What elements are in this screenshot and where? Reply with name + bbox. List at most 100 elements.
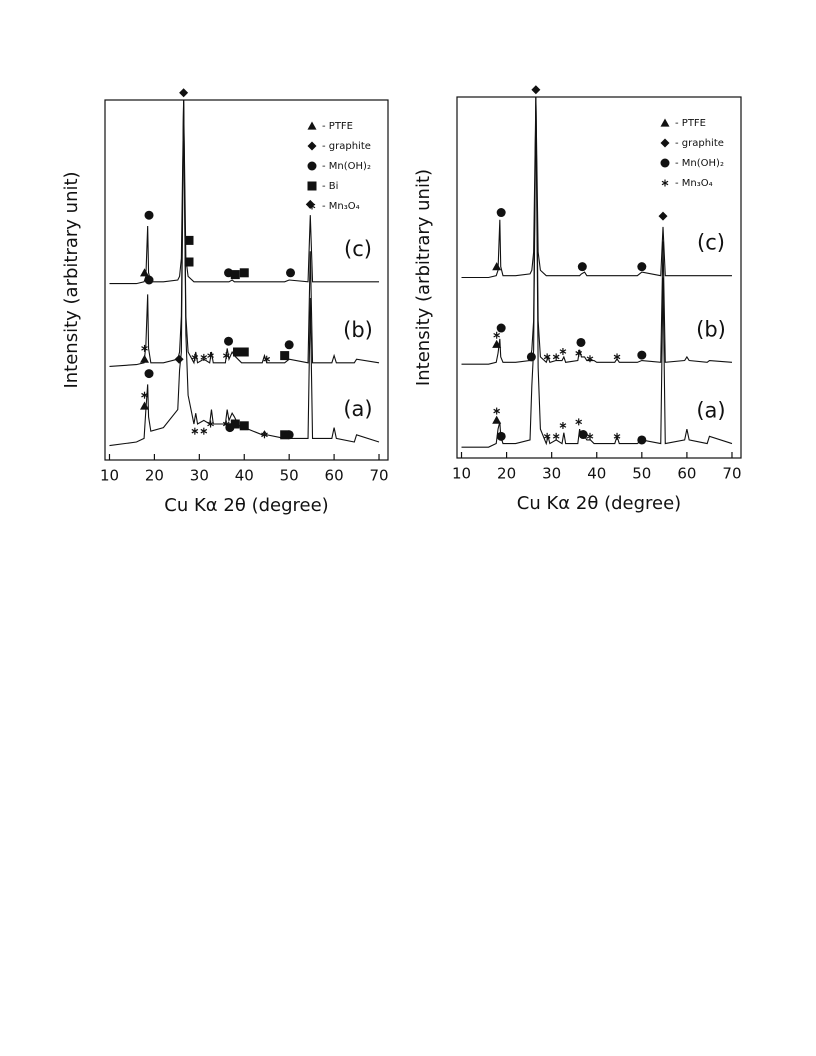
marker-circle <box>144 369 154 379</box>
marker-circle <box>284 340 294 350</box>
star-stroke <box>308 203 316 209</box>
star-stroke <box>200 355 208 360</box>
star-stroke <box>222 421 230 427</box>
marker-star <box>493 331 501 339</box>
trace-label: (a) <box>696 399 725 423</box>
marker-star <box>586 432 594 440</box>
marker-square <box>230 270 240 280</box>
marker-circle <box>637 262 647 272</box>
marker-star <box>141 344 148 352</box>
plot-frame <box>456 96 742 459</box>
x-tick-label: 40 <box>587 465 606 483</box>
x-tick-label: 10 <box>452 465 471 483</box>
marker-star <box>493 407 501 415</box>
star-stroke <box>552 354 560 360</box>
marker-diamond <box>531 85 541 95</box>
marker-square <box>184 235 194 245</box>
marker-circle <box>284 430 294 440</box>
legend-symbol <box>660 138 670 148</box>
marker-star <box>613 432 621 440</box>
trace-label: (b) <box>343 318 373 342</box>
x-tick-label: 50 <box>280 467 299 485</box>
marker-star <box>559 348 567 356</box>
star-stroke <box>263 356 271 362</box>
star-stroke <box>200 428 208 434</box>
x-axis-label: Cu Kα 2θ (degree) <box>164 495 328 516</box>
x-tick-label: 30 <box>542 465 561 483</box>
marker-triangle <box>140 354 150 363</box>
marker-square <box>233 347 243 357</box>
marker-star <box>141 391 148 399</box>
marker-star <box>586 355 594 363</box>
trace <box>461 96 733 365</box>
trace-label: (b) <box>696 317 726 341</box>
legend-symbol <box>307 121 317 130</box>
marker-triangle <box>492 339 502 348</box>
star-stroke <box>207 421 214 427</box>
marker-circle <box>496 208 506 218</box>
x-tick-label: 50 <box>632 465 651 483</box>
marker-star <box>575 349 583 357</box>
marker-star <box>613 353 621 361</box>
star-stroke <box>613 434 621 439</box>
marker-diamond <box>658 211 668 221</box>
legend-label: - PTFE <box>675 118 706 129</box>
marker-star <box>207 352 214 360</box>
star-stroke <box>191 428 199 434</box>
star-stroke <box>586 356 594 361</box>
marker-star <box>543 432 551 440</box>
marker-circle <box>577 262 587 272</box>
star-stroke <box>575 351 583 356</box>
marker-star <box>543 353 551 361</box>
marker-star <box>222 352 230 360</box>
marker-circle <box>637 350 647 360</box>
legend-label: - Mn(OH)₂ <box>322 161 371 172</box>
marker-triangle <box>492 415 502 424</box>
star-stroke <box>559 349 567 354</box>
star-stroke <box>586 434 594 439</box>
marker-circle <box>637 435 647 445</box>
star-stroke <box>141 392 148 398</box>
x-tick-label: 20 <box>145 467 164 485</box>
trace <box>461 96 733 448</box>
trace <box>109 99 380 285</box>
marker-square <box>230 419 240 429</box>
marker-circle <box>578 430 588 440</box>
marker-star <box>575 418 583 426</box>
legend-label: - Mn(OH)₂ <box>675 158 724 169</box>
marker-star <box>552 432 560 440</box>
star-stroke <box>559 423 567 428</box>
star-stroke <box>191 355 199 360</box>
legend-symbol <box>307 141 317 151</box>
legend-label: - PTFE <box>322 121 353 132</box>
trace-label: (c) <box>344 237 372 261</box>
marker-circle <box>224 336 234 346</box>
marker-circle <box>496 431 506 441</box>
marker-star <box>200 427 208 435</box>
star-stroke <box>661 180 669 186</box>
star-stroke <box>575 419 583 425</box>
trace <box>461 96 732 279</box>
y-axis-label: Intensity (arbitrary unit) <box>413 169 434 386</box>
marker-square <box>280 351 290 361</box>
legend-symbol <box>307 161 317 171</box>
star-stroke <box>552 434 560 439</box>
x-tick-label: 60 <box>677 465 696 483</box>
legend-symbol <box>307 181 317 191</box>
marker-diamond <box>179 88 189 98</box>
legend-label: - graphite <box>322 141 371 152</box>
marker-square <box>239 347 249 357</box>
marker-star <box>261 431 268 439</box>
marker-star <box>191 427 199 435</box>
legend-label: - Mn₃O₄ <box>675 178 713 189</box>
star-stroke <box>493 408 501 414</box>
y-axis-label: Intensity (arbitrary unit) <box>61 171 82 388</box>
star-stroke <box>543 354 551 360</box>
marker-square <box>239 421 249 431</box>
marker-star <box>191 353 199 361</box>
marker-square <box>239 268 249 278</box>
marker-circle <box>286 268 296 278</box>
marker-star <box>207 420 214 428</box>
x-axis-label: Cu Kα 2θ (degree) <box>517 493 681 514</box>
marker-circle <box>576 337 586 347</box>
